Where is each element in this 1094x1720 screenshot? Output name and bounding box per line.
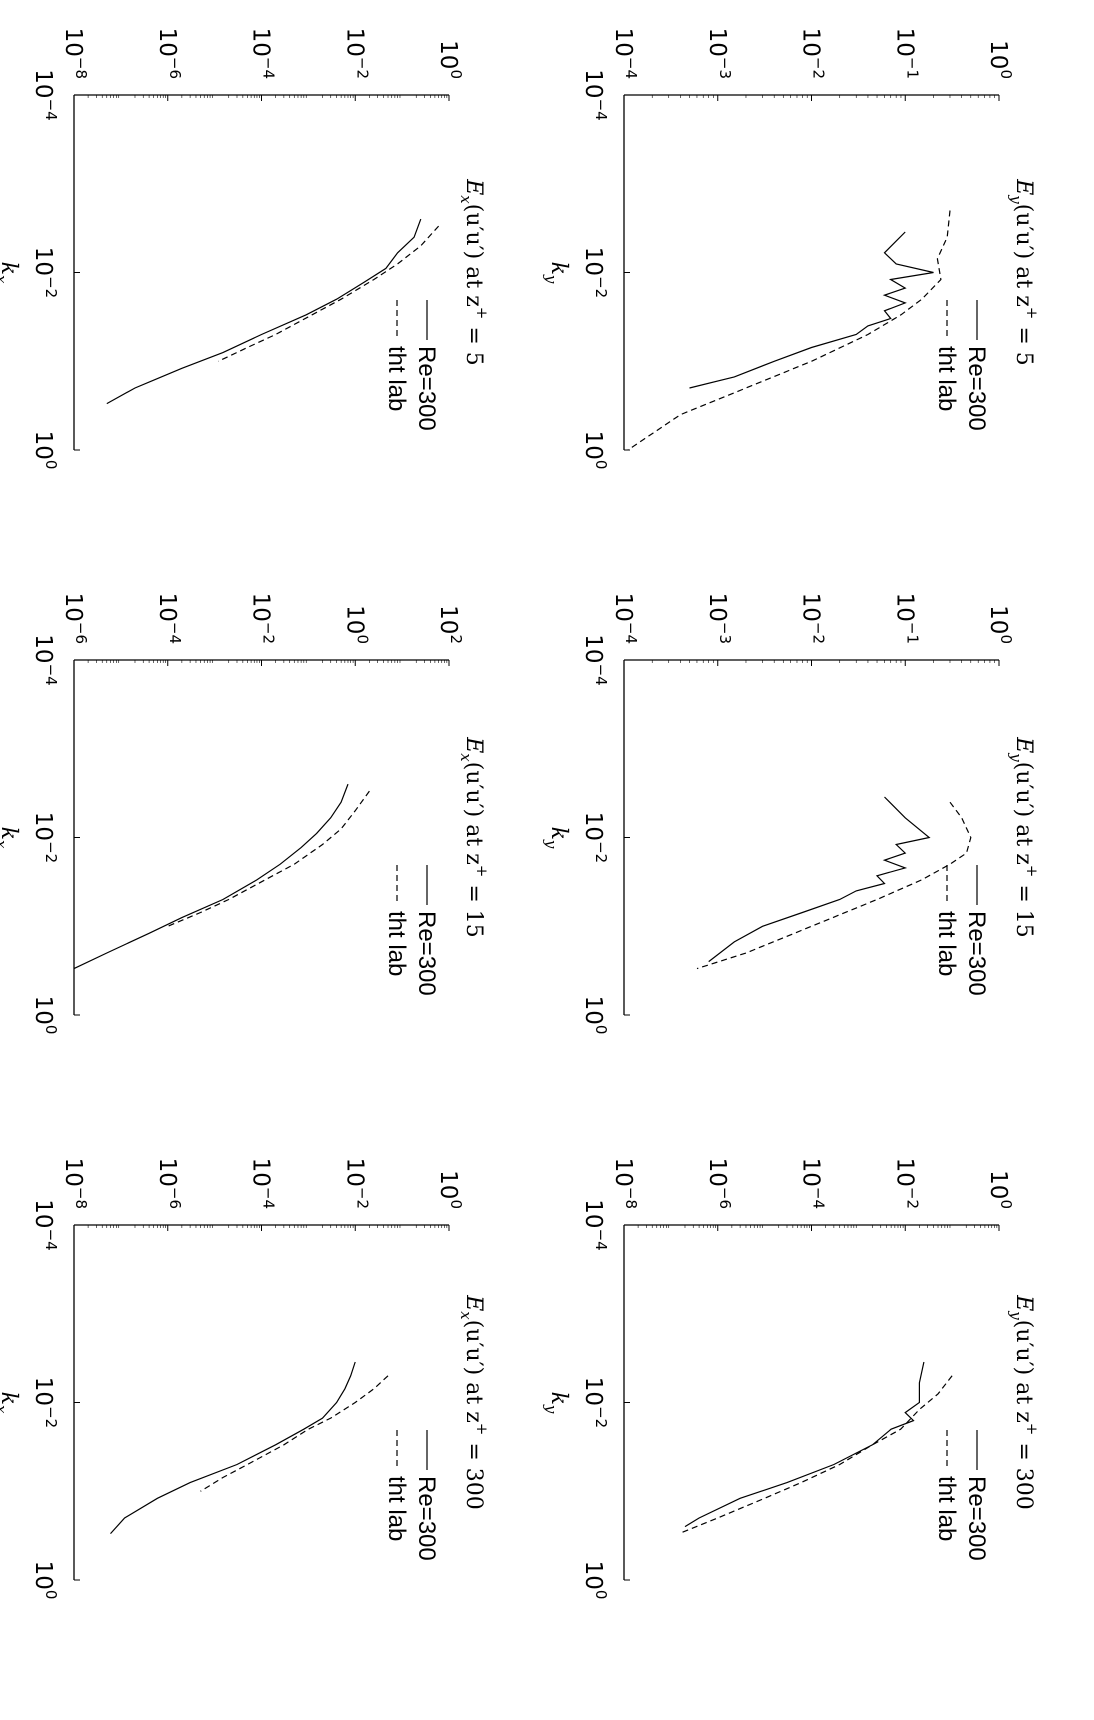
series-line-tht-lab — [200, 1375, 389, 1492]
chart-title: Ex(u′u′) at z+ = 5 — [457, 178, 491, 366]
chart-title: Ex(u′u′) at z+ = 15 — [457, 736, 491, 938]
y-tick-label: 10−8 — [60, 1158, 90, 1209]
y-tick-label: 10−8 — [610, 1158, 640, 1209]
x-tick-label: 10−2 — [30, 1377, 60, 1428]
chart-panel-1: 10−8 10−6 10−4 10−2 100 10−4 10−2 100 Ex(u′u′) a… — [0, 28, 491, 470]
legend-label: tht lab — [933, 911, 960, 976]
series-line-tht-lab — [218, 225, 440, 362]
x-tick-label: 100 — [580, 1561, 610, 1600]
y-tick-label: 100 — [985, 1170, 1015, 1209]
chart-panel-3: 10−8 10−6 10−4 10−2 100 10−4 10−2 100 Ex(u′u′) a… — [0, 1158, 491, 1600]
x-axis-label: kx — [0, 827, 21, 849]
y-tick-label: 10−3 — [704, 593, 734, 644]
chart-panel-5: 10−4 10−3 10−2 10−1 100 10−4 10−2 100 Ey(u′u′) a… — [542, 593, 1041, 1035]
legend-label: Re=300 — [963, 346, 990, 431]
series-line-re300 — [73, 783, 349, 970]
y-tick-label: 100 — [985, 605, 1015, 644]
legend-label: tht lab — [383, 911, 410, 976]
legend-label: tht lab — [933, 346, 960, 411]
legend-label: tht lab — [933, 1476, 960, 1541]
legend-label: Re=300 — [413, 911, 440, 996]
legend-label: Re=300 — [413, 1476, 440, 1561]
x-tick-label: 10−4 — [30, 634, 60, 685]
y-tick-label: 100 — [435, 1170, 465, 1209]
y-tick-label: 10−8 — [60, 28, 90, 79]
x-tick-label: 10−4 — [580, 634, 610, 685]
series-line-tht-lab — [167, 790, 370, 927]
series-line-tht-lab — [678, 1375, 953, 1535]
y-tick-label: 100 — [985, 40, 1015, 79]
legend-label: Re=300 — [963, 911, 990, 996]
y-tick-label: 10−2 — [341, 28, 371, 79]
chart-title: Ey(u′u′) at z+ = 300 — [1007, 1294, 1041, 1510]
chart-title: Ex(u′u′) at z+ = 300 — [457, 1294, 491, 1510]
y-tick-label: 10−4 — [248, 1158, 278, 1209]
x-axis-label: kx — [0, 262, 21, 284]
x-tick-label: 10−2 — [580, 247, 610, 298]
x-tick-label: 100 — [580, 996, 610, 1035]
x-axis-label: ky — [542, 262, 571, 284]
x-tick-label: 100 — [580, 431, 610, 470]
legend-label: Re=300 — [413, 346, 440, 431]
legend-label: tht lab — [383, 346, 410, 411]
series-line-tht-lab — [696, 801, 972, 970]
y-tick-label: 10−2 — [798, 593, 828, 644]
series-line-tht-lab — [627, 210, 951, 451]
x-tick-label: 10−2 — [30, 247, 60, 298]
y-tick-label: 10−6 — [704, 1158, 734, 1209]
x-tick-label: 100 — [30, 431, 60, 470]
chart-title: Ey(u′u′) at z+ = 15 — [1007, 736, 1041, 938]
y-tick-label: 10−6 — [154, 1158, 184, 1209]
y-tick-label: 10−2 — [891, 1158, 921, 1209]
x-tick-label: 10−2 — [580, 1377, 610, 1428]
x-tick-label: 10−2 — [580, 812, 610, 863]
x-tick-label: 10−4 — [580, 1199, 610, 1250]
y-tick-label: 10−4 — [248, 28, 278, 79]
series-line-re300 — [110, 1361, 356, 1535]
series-line-re300 — [684, 1361, 925, 1528]
x-tick-label: 100 — [30, 1561, 60, 1600]
x-axis-label: ky — [542, 827, 571, 849]
series-line-re300 — [689, 231, 934, 389]
x-axis-label: ky — [542, 1392, 571, 1414]
y-tick-label: 10−6 — [154, 28, 184, 79]
y-tick-label: 10−2 — [341, 1158, 371, 1209]
y-tick-label: 10−3 — [704, 28, 734, 79]
y-tick-label: 10−2 — [798, 28, 828, 79]
x-tick-label: 10−2 — [30, 812, 60, 863]
legend-label: tht lab — [383, 1476, 410, 1541]
y-tick-label: 10−4 — [798, 1158, 828, 1209]
y-tick-label: 10−4 — [610, 593, 640, 644]
x-tick-label: 10−4 — [30, 69, 60, 120]
y-tick-label: 102 — [435, 605, 465, 644]
y-tick-label: 10−1 — [891, 593, 921, 644]
x-axis-label: kx — [0, 1392, 21, 1414]
chart-panel-4: 10−4 10−3 10−2 10−1 100 10−4 10−2 100 Ey(u′u′) a… — [542, 28, 1041, 470]
y-tick-label: 10−4 — [154, 593, 184, 644]
y-tick-label: 10−6 — [60, 593, 90, 644]
y-tick-label: 100 — [435, 40, 465, 79]
x-tick-label: 10−4 — [30, 1199, 60, 1250]
chart-title: Ey(u′u′) at z+ = 5 — [1007, 178, 1041, 366]
y-tick-label: 10−2 — [248, 593, 278, 644]
legend-label: Re=300 — [963, 1476, 990, 1561]
chart-panel-6: 10−8 10−6 10−4 10−2 100 10−4 10−2 100 Ey(u′u′) a… — [542, 1158, 1041, 1600]
y-tick-label: 10−4 — [610, 28, 640, 79]
x-tick-label: 10−4 — [580, 69, 610, 120]
x-tick-label: 100 — [30, 996, 60, 1035]
y-tick-label: 100 — [341, 605, 371, 644]
series-line-re300 — [708, 796, 931, 963]
series-line-re300 — [106, 218, 422, 405]
y-tick-label: 10−1 — [891, 28, 921, 79]
